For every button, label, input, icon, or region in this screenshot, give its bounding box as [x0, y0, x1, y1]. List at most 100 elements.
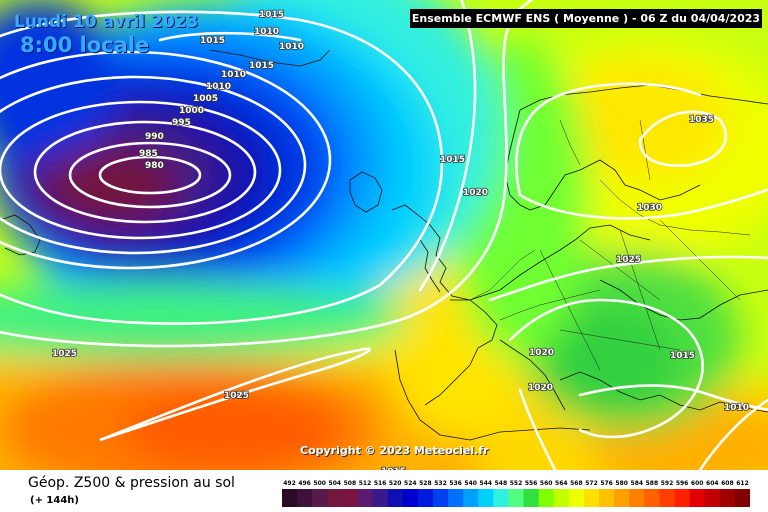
- legend-swatch: [538, 489, 555, 507]
- legend-swatch: [387, 489, 404, 507]
- isobar-value: 1005: [193, 94, 218, 104]
- forecast-date: Lundi 10 avril 2023: [14, 12, 199, 32]
- legend-tick-label: 516: [374, 480, 387, 487]
- legend-swatch: [553, 489, 570, 507]
- legend-swatch: [568, 489, 585, 507]
- lead-time: (+ 144h): [30, 495, 79, 506]
- legend-swatch: [433, 489, 449, 507]
- isobar-value: 1020: [463, 188, 488, 198]
- parameter-title: Géop. Z500 & pression au sol: [28, 475, 235, 491]
- isobar-value: 1020: [529, 348, 554, 358]
- legend-tick-label: 596: [676, 480, 689, 487]
- isobar-value: 1010: [279, 42, 304, 52]
- isobar-value: 1010: [206, 82, 231, 92]
- legend-tick-label: 520: [389, 480, 402, 487]
- legend-tick-label: 588: [646, 480, 659, 487]
- country-borders: [469, 119, 751, 371]
- legend-tick-label: 508: [344, 480, 357, 487]
- legend-swatch: [674, 489, 691, 507]
- legend-tick-label: 492: [283, 480, 296, 487]
- legend-swatch: [644, 489, 660, 507]
- legend-swatch: [583, 489, 600, 507]
- isobar-value: 1020: [528, 383, 553, 393]
- legend-tick-label: 496: [298, 480, 311, 487]
- legend-tick-label: 608: [721, 480, 734, 487]
- legend-tick-label: 572: [585, 480, 598, 487]
- legend-tick-label: 580: [615, 480, 628, 487]
- isobar-value: 1015: [200, 36, 225, 46]
- isobar-value: 1025: [224, 391, 249, 401]
- isobar-lines: [0, 0, 768, 470]
- legend-swatch: [312, 489, 328, 507]
- legend-tick-label: 512: [359, 480, 372, 487]
- legend-swatch: [327, 489, 343, 507]
- legend-swatch: [508, 489, 525, 507]
- legend-tick-label: 584: [631, 480, 644, 487]
- legend-swatch: [402, 489, 419, 507]
- legend-swatch: [448, 489, 464, 507]
- legend-swatch: [599, 489, 615, 507]
- isobar-value: 1015: [259, 10, 284, 20]
- legend-tick-label: 568: [570, 480, 583, 487]
- legend-tick-label: 540: [464, 480, 477, 487]
- isobar-value: 1015: [670, 351, 695, 361]
- model-run-banner: Ensemble ECMWF ENS ( Moyenne ) - 06 Z du…: [410, 9, 762, 28]
- legend-swatch: [734, 489, 750, 507]
- legend-swatch: [523, 489, 540, 507]
- legend-swatch: [357, 489, 374, 507]
- legend-tick-label: 576: [600, 480, 613, 487]
- isobar-value: 1015: [440, 155, 465, 165]
- legend-swatch: [297, 489, 313, 507]
- legend-tick-label: 536: [449, 480, 462, 487]
- legend-swatch: [282, 489, 298, 507]
- legend-swatch: [659, 489, 675, 507]
- isobar-value: 1010: [254, 27, 279, 37]
- geopotential-field: [0, 0, 768, 470]
- legend-swatch: [689, 489, 706, 507]
- legend-tick-label: 504: [329, 480, 342, 487]
- legend-swatch: [719, 489, 736, 507]
- isobar-value: 1015: [381, 467, 406, 470]
- isobar-value: 1035: [689, 115, 714, 125]
- legend-tick-label: 524: [404, 480, 417, 487]
- isobar-value: 1000: [179, 106, 204, 116]
- isobar-value: 1010: [724, 403, 749, 413]
- legend-tick-label: 592: [661, 480, 674, 487]
- geopotential-map: 1015 1015 1010 1010 1015 1010 1010 1005 …: [0, 0, 768, 470]
- isobar-value: 1015: [249, 61, 274, 71]
- legend-swatch: [614, 489, 630, 507]
- copyright-notice: Copyright © 2023 Meteociel.fr: [300, 444, 489, 457]
- legend-tick-label: 528: [419, 480, 432, 487]
- isobar-value: 995: [172, 118, 191, 128]
- legend-swatch: [417, 489, 434, 507]
- legend-tick-label: 500: [313, 480, 326, 487]
- legend-tick-label: 604: [706, 480, 719, 487]
- legend-tick-label: 544: [480, 480, 493, 487]
- legend-swatch: [342, 489, 358, 507]
- legend-swatch: [372, 489, 389, 507]
- legend-tick-label: 612: [736, 480, 749, 487]
- legend-swatch: [704, 489, 721, 507]
- legend-swatch: [629, 489, 645, 507]
- legend-tick-label: 548: [495, 480, 508, 487]
- isobar-value: 985: [139, 149, 158, 159]
- isobar-value: 1010: [221, 70, 246, 80]
- legend-swatch: [493, 489, 509, 507]
- legend-tick-label: 556: [525, 480, 538, 487]
- isobar-value: 1025: [616, 255, 641, 265]
- isobar-value: 980: [145, 161, 164, 171]
- forecast-time: 8:00 locale: [20, 33, 150, 57]
- isobar-value: 1030: [637, 203, 662, 213]
- isobar-value: 1025: [52, 349, 77, 359]
- legend-tick-label: 560: [540, 480, 553, 487]
- isobar-labels: 1015 1015 1010 1010 1015 1010 1010 1005 …: [51, 9, 750, 470]
- legend-swatch: [463, 489, 479, 507]
- legend-tick-label: 600: [691, 480, 704, 487]
- legend-swatch: [478, 489, 494, 507]
- legend-tick-label: 564: [555, 480, 568, 487]
- color-scale-legend: 492 496 500 504 508 512 516 520 524 528 532 536 540 5…: [282, 480, 750, 507]
- isobar-value: 990: [145, 132, 164, 142]
- legend-tick-label: 552: [510, 480, 523, 487]
- legend-tick-label: 532: [434, 480, 447, 487]
